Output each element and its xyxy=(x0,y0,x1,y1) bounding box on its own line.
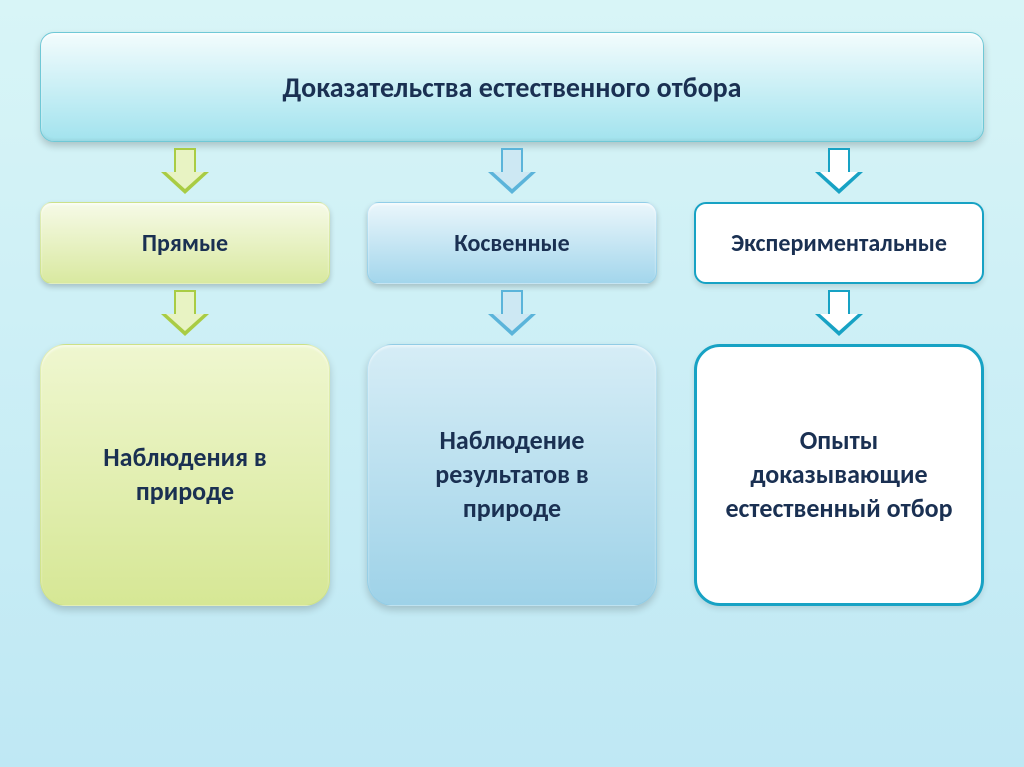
big-indirect: Наблюдение результатов в природе xyxy=(367,344,657,606)
arrow-down-icon xyxy=(161,290,209,338)
arrow-down-icon xyxy=(161,148,209,196)
diagram-container: Доказательства естественного отбора Прям… xyxy=(0,0,1024,767)
header-label: Доказательства естественного отбора xyxy=(283,70,742,105)
arrow-down-icon xyxy=(488,290,536,338)
pill-label: Экспериментальные xyxy=(731,229,947,258)
arrow-cell-experimental xyxy=(694,148,984,196)
pill-label: Косвенные xyxy=(454,229,569,258)
arrow-cell-direct xyxy=(40,148,330,196)
arrow-cell-indirect xyxy=(367,148,657,196)
arrow-down-icon xyxy=(488,148,536,196)
pill-indirect: Косвенные xyxy=(367,202,657,284)
arrow-cell-experimental-2 xyxy=(694,290,984,338)
big-label: Наблюдение результатов в природе xyxy=(388,424,636,525)
arrow-row-top xyxy=(40,148,984,196)
detail-row: Наблюдения в природе Наблюдение результа… xyxy=(40,344,984,606)
header-box: Доказательства естественного отбора xyxy=(40,32,984,142)
pill-label: Прямые xyxy=(142,229,228,258)
big-experimental: Опыты доказывающие естественный отбор xyxy=(694,344,984,606)
big-label: Наблюдения в природе xyxy=(61,441,309,509)
arrow-down-icon xyxy=(815,148,863,196)
pill-direct: Прямые xyxy=(40,202,330,284)
arrow-cell-indirect-2 xyxy=(367,290,657,338)
big-direct: Наблюдения в природе xyxy=(40,344,330,606)
pill-experimental: Экспериментальные xyxy=(694,202,984,284)
arrow-cell-direct-2 xyxy=(40,290,330,338)
category-row: Прямые Косвенные Экспериментальные xyxy=(40,202,984,284)
big-label: Опыты доказывающие естественный отбор xyxy=(717,424,961,525)
arrow-down-icon xyxy=(815,290,863,338)
arrow-row-bottom xyxy=(40,290,984,338)
